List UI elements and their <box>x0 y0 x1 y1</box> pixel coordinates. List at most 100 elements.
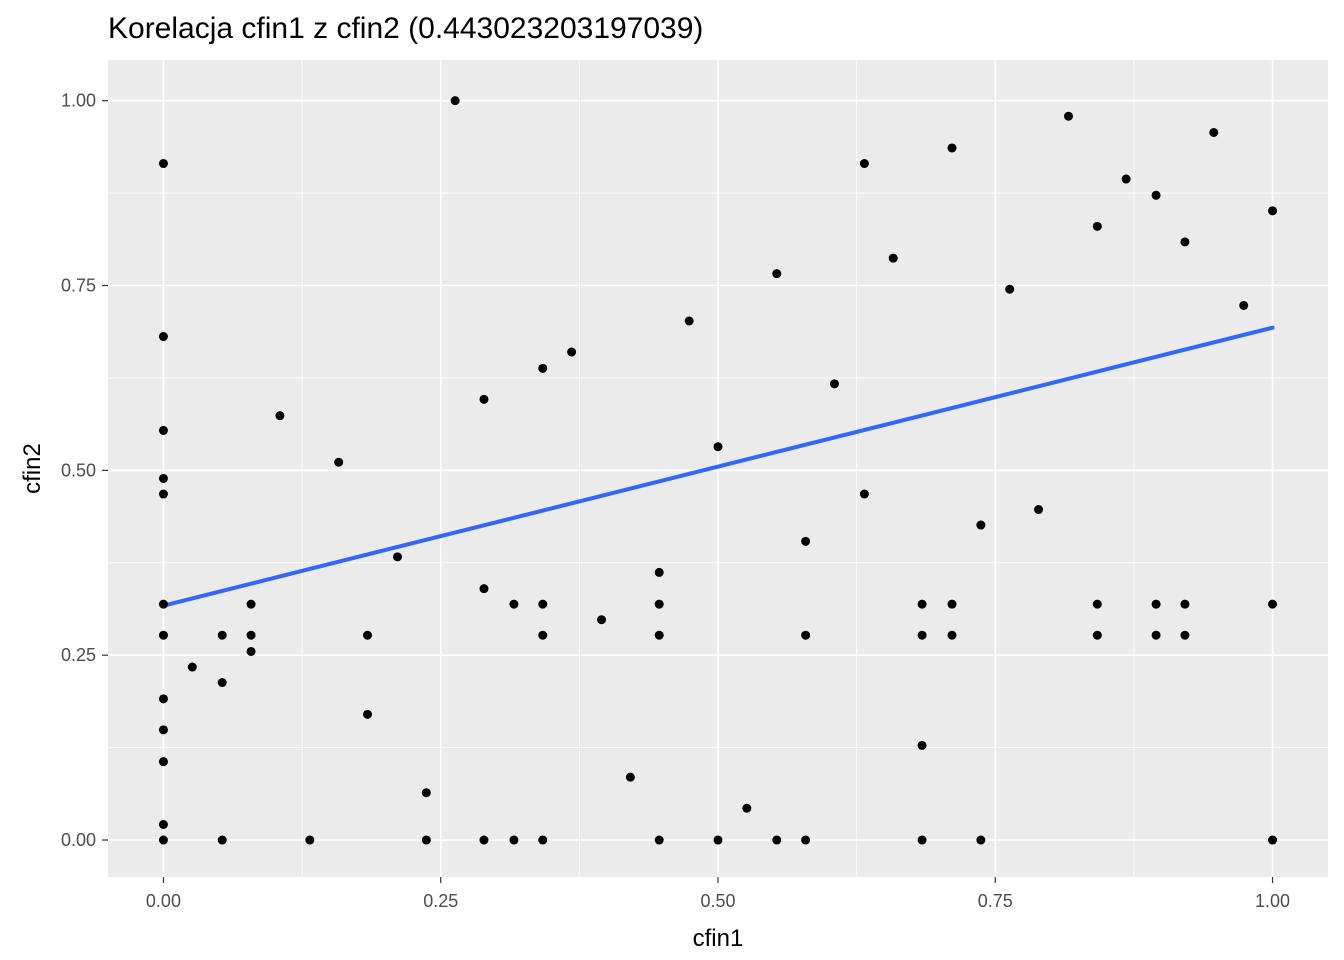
data-point <box>246 599 256 609</box>
data-point <box>275 411 285 421</box>
data-point <box>772 835 782 845</box>
x-axis-title: cfin1 <box>693 925 744 952</box>
data-point <box>1063 111 1073 121</box>
data-point <box>1268 599 1278 609</box>
data-point <box>421 835 431 845</box>
y-axis-ticks: 0.00 0.25 0.50 0.75 1.00 <box>61 91 108 850</box>
data-point <box>538 630 548 640</box>
y-tick-label: 1.00 <box>61 91 96 111</box>
data-point <box>713 442 723 452</box>
data-point <box>742 803 752 813</box>
data-point <box>158 630 168 640</box>
data-point <box>1180 630 1190 640</box>
x-tick-label: 0.25 <box>423 891 458 911</box>
data-point <box>801 835 811 845</box>
data-point <box>509 835 519 845</box>
data-point <box>246 630 256 640</box>
chart-title: Korelacja cfin1 z cfin2 (0.4430232031970… <box>108 12 704 45</box>
data-point <box>1092 221 1102 231</box>
data-point <box>1268 206 1278 216</box>
data-point <box>625 772 635 782</box>
data-point <box>334 457 344 467</box>
data-point <box>888 253 898 263</box>
data-point <box>158 835 168 845</box>
y-tick-label: 0.25 <box>61 645 96 665</box>
x-tick-label: 0.75 <box>978 891 1013 911</box>
data-point <box>217 835 227 845</box>
data-point <box>801 630 811 640</box>
data-point <box>947 599 957 609</box>
x-tick-label: 0.50 <box>700 891 735 911</box>
data-point <box>158 473 168 483</box>
x-axis-ticks: 0.00 0.25 0.50 0.75 1.00 <box>146 877 1290 911</box>
data-point <box>859 489 869 499</box>
data-point <box>479 835 489 845</box>
data-point <box>713 835 723 845</box>
data-point <box>509 599 519 609</box>
data-point <box>1121 174 1131 184</box>
data-point <box>305 835 315 845</box>
data-point <box>597 615 607 625</box>
data-point <box>1180 599 1190 609</box>
data-point <box>1151 599 1161 609</box>
data-point <box>772 269 782 279</box>
data-point <box>947 630 957 640</box>
data-point <box>450 96 460 106</box>
data-point <box>1092 630 1102 640</box>
data-point <box>567 347 577 357</box>
data-point <box>829 379 839 389</box>
data-point <box>654 835 664 845</box>
data-point <box>1092 599 1102 609</box>
y-tick-label: 0.50 <box>61 460 96 480</box>
data-point <box>976 520 986 530</box>
data-point <box>363 709 373 719</box>
data-point <box>1151 630 1161 640</box>
data-point <box>1239 300 1249 310</box>
data-point <box>859 159 869 169</box>
data-point <box>947 143 957 153</box>
data-point <box>976 835 986 845</box>
data-points <box>158 96 1278 845</box>
data-point <box>917 599 927 609</box>
data-point <box>538 363 548 373</box>
data-point <box>917 740 927 750</box>
data-point <box>654 630 664 640</box>
data-point <box>392 552 402 562</box>
data-point <box>158 425 168 435</box>
data-point <box>538 599 548 609</box>
data-point <box>1209 127 1219 137</box>
y-tick-label: 0.00 <box>61 830 96 850</box>
data-point <box>1151 190 1161 200</box>
data-point <box>1180 237 1190 247</box>
data-point <box>917 630 927 640</box>
data-point <box>217 678 227 688</box>
data-point <box>246 646 256 656</box>
data-point <box>158 332 168 342</box>
data-point <box>538 835 548 845</box>
y-tick-label: 0.75 <box>61 276 96 296</box>
data-point <box>421 788 431 798</box>
data-point <box>158 694 168 704</box>
data-point <box>158 820 168 830</box>
data-point <box>363 630 373 640</box>
data-point <box>1034 505 1044 515</box>
x-tick-label: 0.00 <box>146 891 181 911</box>
trend-line <box>161 325 1275 608</box>
data-point <box>479 584 489 594</box>
x-tick-label: 1.00 <box>1255 891 1290 911</box>
data-point <box>158 159 168 169</box>
data-point <box>684 316 694 326</box>
data-point <box>217 630 227 640</box>
data-point <box>479 394 489 404</box>
data-point <box>1005 284 1015 294</box>
data-point <box>158 489 168 499</box>
data-point <box>187 662 197 672</box>
data-point <box>1268 835 1278 845</box>
data-point <box>654 599 664 609</box>
data-point <box>158 725 168 735</box>
data-point <box>917 835 927 845</box>
data-point <box>158 599 168 609</box>
data-point <box>158 757 168 767</box>
data-point <box>654 567 664 577</box>
